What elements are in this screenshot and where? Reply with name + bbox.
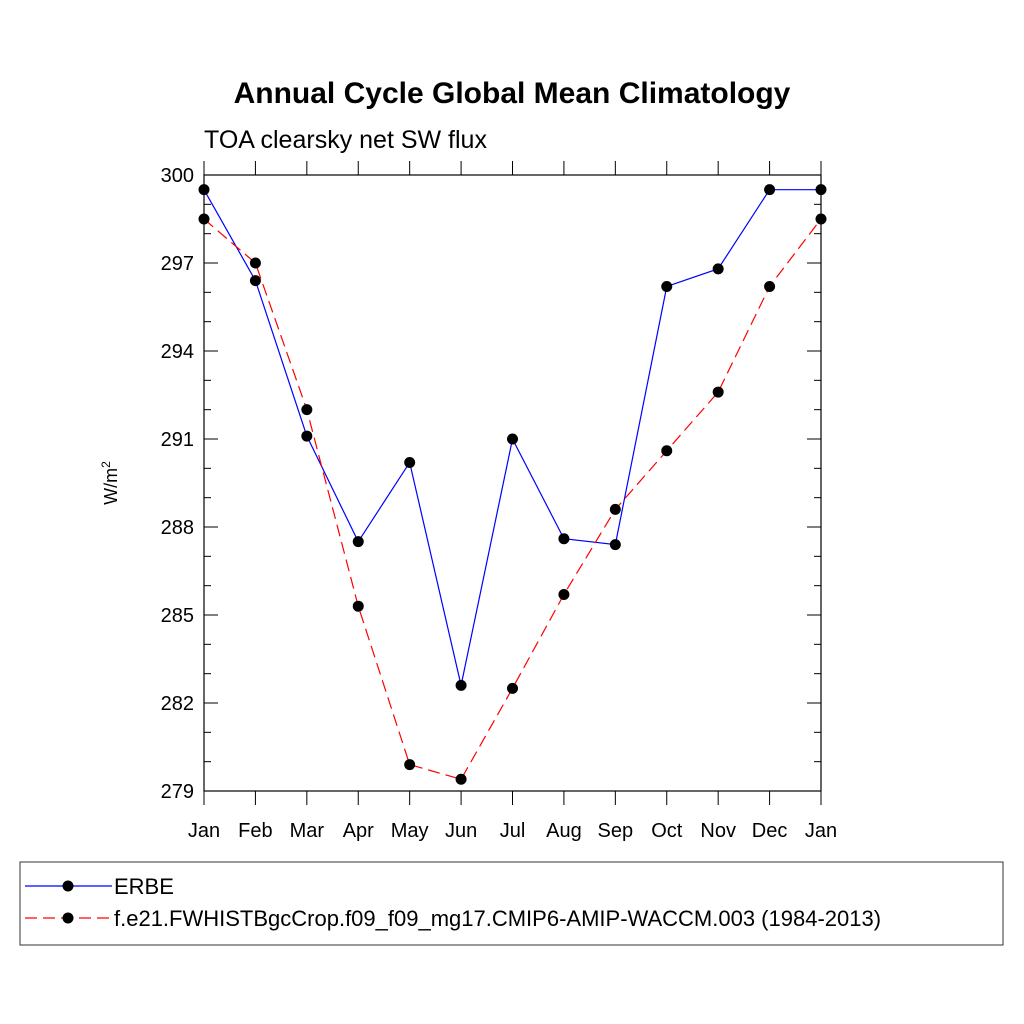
series-2-point <box>352 600 364 612</box>
x-tick-label: Jun <box>445 820 477 842</box>
y-axis-label-base: W/m <box>101 468 121 505</box>
series-1-point <box>712 263 724 275</box>
series-line-2 <box>203 218 822 780</box>
series-1-point <box>558 533 570 545</box>
y-axis-label: W/m2 <box>99 461 121 505</box>
chart-title: Annual Cycle Global Mean Climatology <box>234 77 791 110</box>
y-tick-label: 294 <box>161 341 194 363</box>
x-tick-label: Aug <box>546 820 582 842</box>
series-2-point <box>661 445 673 457</box>
series-1-point <box>455 679 467 691</box>
series-1-point <box>249 275 261 287</box>
series-2-point <box>609 503 621 515</box>
y-tick-label: 300 <box>161 165 194 187</box>
legend-marker-1 <box>62 880 74 892</box>
x-tick-label: May <box>391 820 429 842</box>
series-2-point <box>712 386 724 398</box>
series-2-point <box>301 404 313 416</box>
x-tick-label: Apr <box>343 820 374 842</box>
series-1-point <box>609 539 621 551</box>
x-tick-label: Dec <box>752 820 788 842</box>
y-tick-label: 288 <box>161 517 194 539</box>
x-tick-label: Oct <box>651 820 683 842</box>
plot-frame <box>203 174 822 792</box>
x-tick-label: Feb <box>238 820 272 842</box>
y-tick-label: 297 <box>161 253 194 275</box>
y-tick-label: 285 <box>161 605 194 627</box>
series-2-point <box>249 257 261 269</box>
tick-labels: 279 282 285 288 291 294 297 300 Jan Feb Mar Apr May J… <box>161 165 838 842</box>
y-tick-label: 291 <box>161 429 194 451</box>
axis-ticks <box>203 161 822 805</box>
y-axis-label-superscript: 2 <box>99 461 113 468</box>
series-layer <box>198 184 827 785</box>
x-tick-label: Nov <box>700 820 736 842</box>
series-2-point <box>507 682 518 694</box>
series-1-point <box>661 280 673 292</box>
series-1-point <box>404 456 416 468</box>
legend-label-2: f.e21.FWHISTBgcCrop.f09_f09_mg17.CMIP6-A… <box>114 906 881 931</box>
legend: ERBE f.e21.FWHISTBgcCrop.f09_f09_mg17.CMI… <box>25 874 881 931</box>
legend-marker-2 <box>62 912 74 924</box>
series-1-point <box>507 433 518 445</box>
series-1-point <box>764 184 776 196</box>
x-tick-label: Jan <box>188 820 220 842</box>
legend-label-1: ERBE <box>114 874 174 899</box>
series-1-point <box>352 536 364 548</box>
x-tick-label: Mar <box>290 820 325 842</box>
series-2-point <box>764 280 776 292</box>
x-tick-label: Jul <box>500 820 526 842</box>
legend-box <box>19 861 1004 946</box>
x-tick-label: Jan <box>805 820 837 842</box>
y-tick-label: 282 <box>161 693 194 715</box>
chart-subtitle: TOA clearsky net SW flux <box>204 126 487 154</box>
series-1-point <box>301 430 313 442</box>
series-2-point <box>455 773 467 785</box>
y-tick-label: 279 <box>161 781 194 803</box>
series-2-point <box>404 759 416 771</box>
x-tick-label: Sep <box>598 820 634 842</box>
series-2-point <box>558 588 570 600</box>
